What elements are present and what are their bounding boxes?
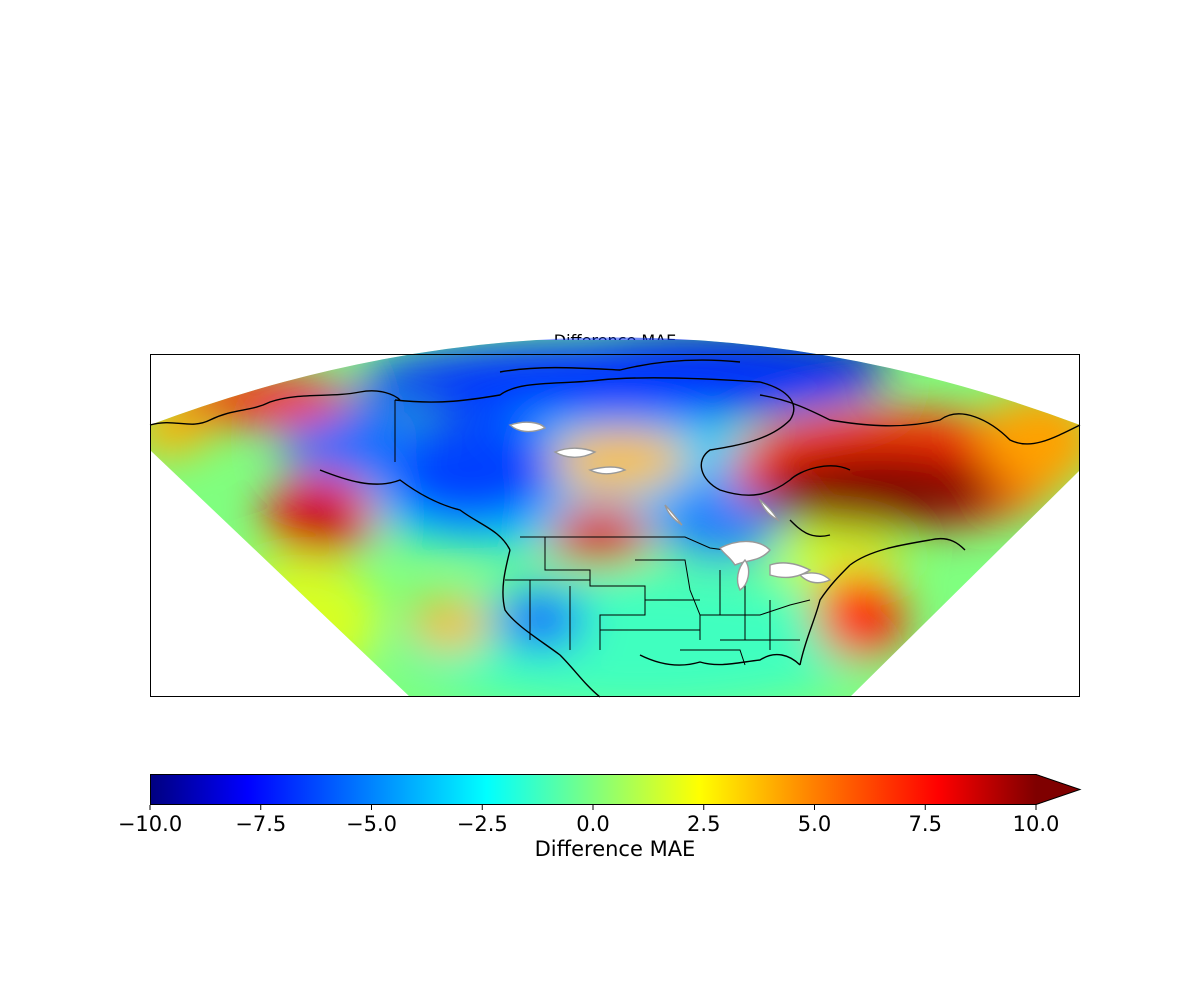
colorbar-tick-marks: [149, 805, 1037, 810]
colorbar-tick-label: −5.0: [346, 812, 397, 836]
colorbar-tick-label: 7.5: [908, 812, 942, 836]
colorbar-tick-label: 0.0: [576, 812, 610, 836]
political-borders: [394, 400, 811, 666]
colorbar-gradient: [150, 774, 1036, 805]
coastlines: [149, 359, 1081, 698]
colorbar-tick-label: −10.0: [117, 812, 183, 836]
colorbar-tick-label: −2.5: [456, 812, 508, 836]
colorbar-label: Difference MAE: [534, 837, 696, 861]
colorbar-outline: [150, 774, 1082, 805]
map-frame: [150, 354, 1080, 697]
colorbar-extend-arrow: [1036, 774, 1080, 805]
colorbar-tick-label: −7.5: [235, 812, 287, 836]
colorbar-tick-label: 5.0: [797, 812, 832, 836]
colorbar-tick-label: 10.0: [1012, 812, 1060, 836]
colorbar-tick-label: 2.5: [687, 812, 721, 836]
lakes: [508, 421, 832, 592]
